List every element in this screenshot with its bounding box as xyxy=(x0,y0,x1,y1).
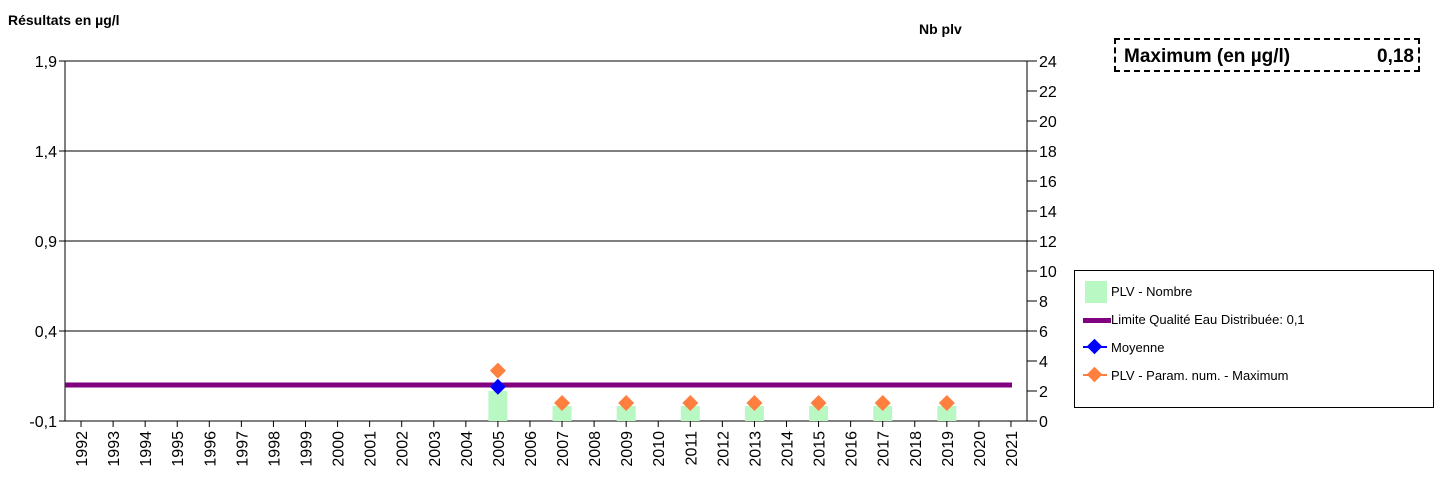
bar xyxy=(488,391,508,421)
maximum-value: 0,18 xyxy=(1377,46,1414,67)
legend-swatch-bar xyxy=(1085,281,1107,303)
data-point xyxy=(874,395,891,411)
x-tick-label: 2021 xyxy=(1004,431,1021,467)
x-tick-label: 1997 xyxy=(234,431,251,467)
right-tick-label: 0 xyxy=(1039,414,1048,431)
x-tick-label: 2015 xyxy=(812,431,829,467)
bar xyxy=(616,406,636,421)
right-axis-title: Nb plv xyxy=(919,21,962,37)
x-tick-label: 2020 xyxy=(972,431,989,467)
x-tick-label: 1993 xyxy=(106,431,123,467)
x-tick-label: 2010 xyxy=(651,431,668,467)
x-tick-label: 2013 xyxy=(747,431,764,467)
right-tick-label: 14 xyxy=(1039,204,1057,221)
legend-swatch-line xyxy=(1083,318,1111,323)
left-tick-label: 1,9 xyxy=(35,54,57,71)
bar xyxy=(680,406,700,421)
right-tick-label: 20 xyxy=(1039,114,1057,131)
right-tick-label: 10 xyxy=(1039,264,1057,281)
x-tick-label: 2000 xyxy=(331,431,348,467)
x-tick-label: 1996 xyxy=(202,431,219,467)
left-tick-label: -0,1 xyxy=(29,414,57,431)
data-point xyxy=(746,395,763,411)
x-tick-label: 2019 xyxy=(940,431,957,467)
x-tick-label: 2018 xyxy=(908,431,925,467)
diamond-icon xyxy=(1086,366,1103,383)
right-tick-label: 18 xyxy=(1039,144,1057,161)
x-tick-label: 2016 xyxy=(844,431,861,467)
x-tick-label: 2012 xyxy=(715,431,732,467)
x-tick-label: 2014 xyxy=(780,431,797,467)
x-tick-label: 2017 xyxy=(876,431,893,467)
x-tick-label: 2006 xyxy=(523,431,540,467)
legend-label: PLV - Param. num. - Maximum xyxy=(1111,368,1289,383)
x-tick-label: 2011 xyxy=(683,431,700,466)
bar xyxy=(744,406,764,421)
x-tick-label: 2004 xyxy=(459,431,476,467)
left-tick-label: 0,9 xyxy=(35,234,57,251)
x-tick-label: 2008 xyxy=(587,431,604,467)
x-tick-label: 2007 xyxy=(555,431,572,467)
data-point xyxy=(938,395,955,411)
maximum-box: Maximum (en µg/l) 0,18 xyxy=(1114,38,1420,72)
data-point xyxy=(554,395,571,411)
data-point xyxy=(810,395,827,411)
bar xyxy=(552,406,572,421)
bar xyxy=(873,406,893,421)
right-tick-label: 2 xyxy=(1039,384,1048,401)
x-tick-label: 1992 xyxy=(74,431,91,467)
data-point xyxy=(489,378,506,395)
right-tick-label: 4 xyxy=(1039,354,1048,371)
left-axis-title: Résultats en µg/l xyxy=(8,12,120,28)
x-tick-label: 2005 xyxy=(491,431,508,467)
left-tick-label: 1,4 xyxy=(35,144,57,161)
x-tick-label: 1999 xyxy=(299,431,316,467)
x-tick-label: 1994 xyxy=(138,431,155,467)
bar xyxy=(937,406,957,421)
legend: PLV - Nombre Limite Qualité Eau Distribu… xyxy=(1074,270,1434,408)
left-tick-label: 0,4 xyxy=(35,324,57,341)
legend-label: Moyenne xyxy=(1111,340,1165,355)
x-tick-label: 1995 xyxy=(170,431,187,467)
maximum-label: Maximum (en µg/l) xyxy=(1124,46,1291,67)
diamond-icon xyxy=(1086,338,1103,355)
right-tick-label: 8 xyxy=(1039,294,1048,311)
x-tick-label: 2001 xyxy=(363,431,380,467)
right-tick-label: 16 xyxy=(1039,174,1057,191)
data-point xyxy=(618,395,635,411)
right-tick-label: 6 xyxy=(1039,324,1048,341)
right-tick-label: 12 xyxy=(1039,234,1057,251)
right-tick-label: 22 xyxy=(1039,84,1057,101)
data-point xyxy=(682,395,699,411)
x-tick-label: 1998 xyxy=(266,431,283,467)
x-tick-label: 2009 xyxy=(619,431,636,467)
right-tick-label: 24 xyxy=(1039,54,1057,71)
data-point xyxy=(489,362,506,379)
legend-label: PLV - Nombre xyxy=(1111,284,1193,299)
legend-label: Limite Qualité Eau Distribuée: 0,1 xyxy=(1111,312,1305,327)
x-tick-label: 2003 xyxy=(427,431,444,467)
bar xyxy=(809,406,829,421)
x-tick-label: 2002 xyxy=(395,431,412,467)
